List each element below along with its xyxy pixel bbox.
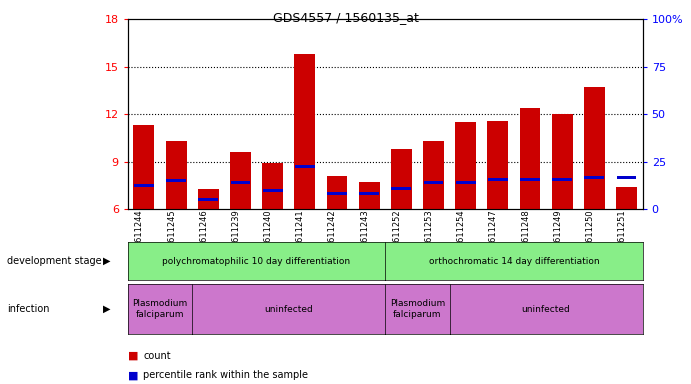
Text: GSM611249: GSM611249 bbox=[553, 209, 562, 260]
Text: GSM611241: GSM611241 bbox=[296, 209, 305, 260]
Bar bbox=[231, 181, 250, 184]
Bar bbox=[166, 179, 186, 182]
Text: count: count bbox=[143, 351, 171, 361]
Bar bbox=[487, 121, 509, 209]
Bar bbox=[455, 122, 476, 209]
Bar bbox=[520, 108, 540, 209]
Text: percentile rank within the sample: percentile rank within the sample bbox=[143, 370, 308, 380]
Bar bbox=[616, 187, 637, 209]
Text: GSM611252: GSM611252 bbox=[392, 209, 401, 260]
Text: GSM611243: GSM611243 bbox=[360, 209, 369, 260]
Text: GSM611254: GSM611254 bbox=[457, 209, 466, 260]
Text: GDS4557 / 1560135_at: GDS4557 / 1560135_at bbox=[272, 12, 419, 25]
Bar bbox=[198, 189, 219, 209]
Text: GSM611240: GSM611240 bbox=[264, 209, 273, 260]
Text: ■: ■ bbox=[128, 370, 138, 380]
Text: infection: infection bbox=[7, 304, 50, 314]
Bar bbox=[488, 178, 508, 181]
Bar bbox=[294, 54, 315, 209]
Text: GSM611253: GSM611253 bbox=[424, 209, 433, 260]
Text: development stage: development stage bbox=[7, 256, 102, 266]
Bar bbox=[327, 176, 348, 209]
Text: GSM611244: GSM611244 bbox=[135, 209, 144, 260]
Bar bbox=[423, 141, 444, 209]
Bar bbox=[616, 176, 636, 179]
Text: GSM611245: GSM611245 bbox=[167, 209, 176, 260]
Text: GSM611247: GSM611247 bbox=[489, 209, 498, 260]
Bar bbox=[262, 163, 283, 209]
Text: orthochromatic 14 day differentiation: orthochromatic 14 day differentiation bbox=[428, 257, 599, 266]
Text: GSM611242: GSM611242 bbox=[328, 209, 337, 260]
Bar bbox=[520, 178, 540, 181]
Text: polychromatophilic 10 day differentiation: polychromatophilic 10 day differentiatio… bbox=[162, 257, 350, 266]
Bar bbox=[359, 182, 379, 209]
Text: uninfected: uninfected bbox=[265, 305, 313, 314]
Bar bbox=[551, 114, 573, 209]
Bar bbox=[552, 178, 572, 181]
Bar bbox=[166, 141, 187, 209]
Text: GSM611248: GSM611248 bbox=[521, 209, 530, 260]
Bar bbox=[391, 187, 411, 190]
Bar bbox=[230, 152, 251, 209]
Text: GSM611239: GSM611239 bbox=[231, 209, 240, 260]
Text: uninfected: uninfected bbox=[522, 305, 571, 314]
Bar bbox=[424, 181, 444, 184]
Bar bbox=[456, 181, 475, 184]
Text: GSM611250: GSM611250 bbox=[585, 209, 594, 260]
Bar bbox=[391, 149, 412, 209]
Bar bbox=[585, 176, 605, 179]
Text: Plasmodium
falciparum: Plasmodium falciparum bbox=[390, 300, 445, 319]
Text: GSM611246: GSM611246 bbox=[199, 209, 208, 260]
Text: ▶: ▶ bbox=[104, 256, 111, 266]
Bar bbox=[359, 192, 379, 195]
Text: GSM611251: GSM611251 bbox=[618, 209, 627, 260]
Text: ■: ■ bbox=[128, 351, 138, 361]
Text: ▶: ▶ bbox=[104, 304, 111, 314]
Text: Plasmodium
falciparum: Plasmodium falciparum bbox=[133, 300, 188, 319]
Bar bbox=[133, 125, 154, 209]
Bar bbox=[263, 189, 283, 192]
Bar bbox=[295, 165, 314, 168]
Bar bbox=[134, 184, 154, 187]
Bar bbox=[198, 198, 218, 201]
Bar bbox=[327, 192, 347, 195]
Bar bbox=[584, 87, 605, 209]
